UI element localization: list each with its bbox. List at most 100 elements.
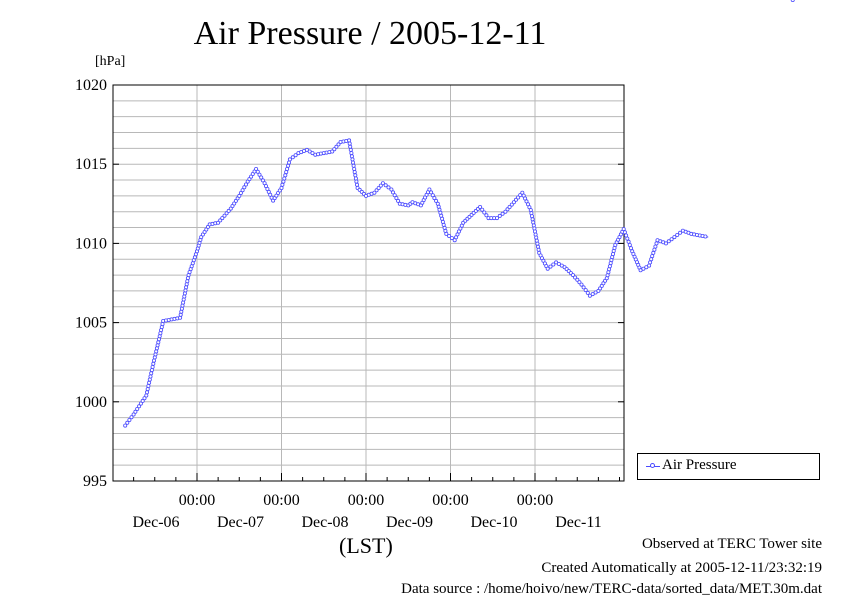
data-point	[509, 202, 514, 207]
data-point	[336, 142, 341, 147]
x-tick-date-label: Dec-11	[555, 514, 602, 531]
data-point	[348, 147, 353, 152]
data-point	[148, 374, 153, 379]
data-point	[545, 266, 550, 271]
data-point	[332, 147, 337, 152]
data-point	[672, 235, 677, 240]
data-point	[392, 193, 397, 198]
data-point	[304, 147, 309, 152]
data-point	[145, 387, 150, 392]
data-point	[181, 300, 186, 305]
data-point	[280, 182, 285, 187]
data-point	[131, 412, 136, 417]
data-point	[354, 179, 359, 184]
data-point	[260, 178, 265, 183]
data-point	[352, 166, 357, 171]
data-point	[571, 273, 576, 278]
x-tick-date-label: Dec-08	[301, 514, 348, 531]
data-point	[184, 285, 189, 290]
data-point	[494, 216, 499, 221]
data-point	[585, 290, 590, 295]
data-point	[150, 364, 155, 369]
data-point	[511, 200, 516, 205]
data-point	[497, 213, 502, 218]
data-point	[432, 196, 437, 201]
data-point	[349, 151, 354, 156]
data-point	[352, 170, 357, 175]
data-point	[376, 185, 381, 190]
data-point	[240, 188, 245, 193]
data-point	[243, 182, 248, 187]
plot-frame	[112, 84, 625, 482]
data-point	[334, 144, 339, 149]
y-tick-label: 995	[83, 473, 107, 490]
data-point	[146, 383, 151, 388]
data-point	[528, 208, 533, 213]
data-point	[535, 241, 540, 246]
data-point	[554, 260, 559, 265]
data-point	[147, 377, 152, 382]
data-point	[237, 193, 242, 198]
data-point	[353, 173, 358, 178]
data-point	[127, 417, 132, 422]
y-tick-label: 1010	[75, 235, 107, 252]
data-point	[160, 322, 165, 327]
data-point	[626, 239, 631, 244]
data-point	[444, 231, 449, 236]
data-point	[386, 185, 391, 190]
data-point	[372, 190, 377, 195]
data-point	[478, 204, 483, 209]
data-point	[621, 227, 626, 232]
data-point	[347, 138, 352, 143]
x-tick-date-label: Dec-07	[217, 514, 264, 531]
data-point	[125, 420, 130, 425]
data-point	[531, 223, 536, 228]
data-point	[259, 175, 264, 180]
data-point	[622, 230, 627, 235]
data-point	[283, 173, 288, 178]
data-point	[255, 169, 260, 174]
data-point	[151, 358, 156, 363]
data-point	[790, 0, 795, 2]
legend: Air Pressure	[637, 453, 820, 480]
data-point	[556, 261, 561, 266]
x-tick-time-label: 00:00	[348, 492, 384, 509]
data-point	[149, 371, 154, 376]
data-point	[548, 264, 553, 269]
x-tick-time-label: 00:00	[263, 492, 299, 509]
data-point	[390, 190, 395, 195]
data-point	[666, 239, 671, 244]
data-point	[154, 349, 159, 354]
data-point	[242, 185, 247, 190]
data-point	[142, 396, 147, 401]
data-point	[254, 166, 259, 171]
legend-point-marker	[650, 463, 655, 468]
data-point	[675, 232, 680, 237]
data-point	[349, 154, 354, 159]
data-point	[651, 250, 656, 255]
data-point	[380, 181, 385, 186]
data-point	[383, 183, 388, 188]
data-point	[480, 207, 485, 212]
data-point	[678, 230, 683, 235]
data-point	[573, 275, 578, 280]
data-point	[551, 262, 556, 267]
data-point	[287, 157, 292, 162]
data-point	[579, 282, 584, 287]
data-point	[144, 393, 149, 398]
data-point	[583, 288, 588, 293]
data-point	[293, 153, 298, 158]
data-point	[135, 406, 140, 411]
data-point	[179, 306, 184, 311]
x-tick-time-label: 00:00	[517, 492, 553, 509]
data-point	[285, 166, 290, 171]
data-point	[158, 331, 163, 336]
data-point	[534, 235, 539, 240]
data-point	[430, 193, 435, 198]
data-point	[507, 204, 512, 209]
y-tick-label: 1005	[75, 315, 107, 332]
footer-observed: Observed at TERC Tower site	[641, 536, 822, 552]
data-point	[216, 220, 221, 225]
data-point	[290, 155, 295, 160]
data-point	[530, 217, 535, 222]
